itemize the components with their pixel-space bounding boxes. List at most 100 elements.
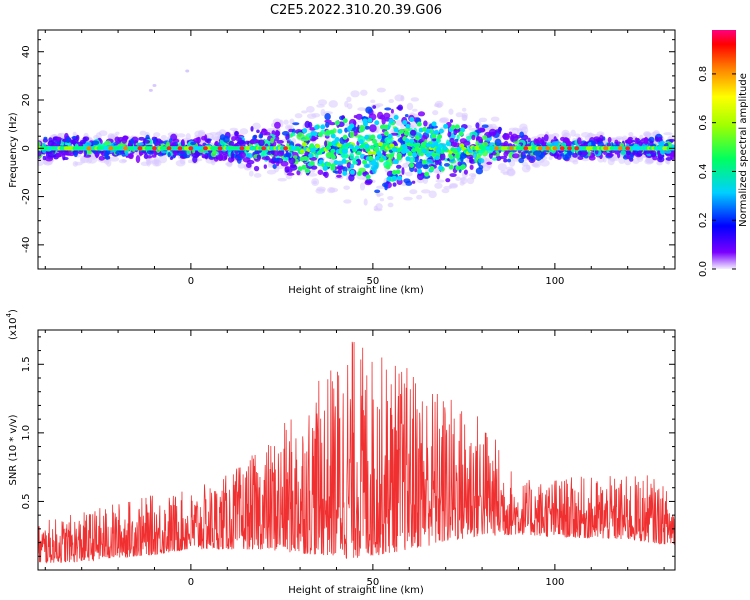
spectrogram-cell	[281, 131, 290, 136]
spectrogram-halo	[306, 105, 315, 113]
spectrogram-blob	[302, 155, 308, 161]
spectrogram-halo	[581, 157, 590, 162]
spectrogram-band	[356, 150, 362, 156]
spectrogram-blob	[349, 169, 355, 175]
spectrogram-blob	[330, 154, 336, 160]
snr-multiplier: (x104)	[5, 309, 19, 340]
spectrogram-blob	[330, 165, 336, 171]
spectrogram-cell	[449, 173, 457, 178]
spectrogram-cell	[527, 137, 531, 143]
spectrogram-hotspot	[523, 146, 529, 151]
spectrogram-halo	[618, 158, 626, 164]
spectrogram-halo	[489, 123, 497, 130]
spectrogram-blob	[304, 168, 310, 174]
spectrogram-blob	[376, 134, 382, 140]
spectrogram-cell	[510, 133, 519, 142]
spectrogram-halo	[346, 96, 352, 103]
spectrogram-hotspot	[625, 146, 631, 151]
spectrogram-cell	[317, 169, 324, 175]
spectrogram-blob	[425, 128, 431, 134]
snr-y-label: SNR (10 * v/v)	[8, 414, 19, 485]
spectrogram-halo	[521, 161, 529, 167]
spectrogram-cell	[274, 121, 281, 129]
spectrogram-cell	[551, 141, 559, 148]
spectrogram-blob	[393, 127, 399, 133]
spectrogram-hotspot	[137, 146, 143, 151]
spectrogram-halo	[448, 108, 454, 115]
spectrogram-cell	[284, 166, 291, 171]
spectrogram-hotspot	[494, 146, 500, 151]
spectrogram-blob	[393, 114, 399, 120]
spectrogram-halo	[118, 159, 127, 164]
spectrogram-cell	[606, 142, 612, 147]
spectrogram-cell	[632, 149, 636, 156]
spectrogram-cell	[417, 111, 426, 117]
snr-multiplier-base: (x10	[8, 317, 19, 340]
spectrogram-cell	[511, 153, 520, 159]
spectrogram-halo	[153, 132, 161, 138]
spectrogram-blob	[358, 127, 364, 133]
spectrogram-halo	[350, 90, 360, 98]
spectrogram-halo	[471, 173, 476, 180]
spectrogram-blob	[310, 130, 316, 136]
spectrogram-cell	[114, 136, 120, 143]
spectrogram-cell	[577, 150, 583, 156]
spectrogram-cell	[459, 138, 468, 144]
spectrogram-cell	[488, 152, 493, 159]
spectrogram-halo	[514, 127, 523, 131]
spectrogram-cell	[285, 152, 292, 158]
spectrogram-blob	[460, 164, 466, 170]
spectrogram-cell	[365, 178, 373, 184]
spectrogram-band	[459, 143, 465, 148]
spectrogram-halo	[610, 157, 620, 162]
spectrogram-hotspot	[188, 146, 194, 151]
spectrogram-halo	[455, 176, 462, 181]
spectrogram-blob	[374, 120, 380, 126]
spectrogram-cell	[172, 150, 178, 155]
spectrogram-cell	[423, 120, 428, 127]
spectrogram-cell	[425, 158, 433, 165]
spectrogram-cell	[276, 139, 284, 144]
spectrogram-blob	[443, 123, 449, 129]
y-tick-label: -40	[21, 237, 32, 253]
spectrogram-blob	[365, 174, 371, 180]
spectrogram-blob	[370, 160, 376, 166]
spectrogram-halo	[363, 198, 368, 206]
y-tick-label: 40	[21, 45, 32, 58]
spectrogram-cell	[396, 106, 403, 110]
spectrogram-blob	[392, 146, 398, 152]
spectrogram-cell	[65, 137, 71, 144]
spectrogram-cell	[353, 114, 357, 119]
spectrogram-blob	[373, 146, 379, 152]
spectrogram-cell	[572, 152, 578, 158]
spectrogram-cell	[530, 156, 534, 162]
snr-x-label: Height of straight line (km)	[288, 585, 424, 596]
chart-title: C2E5.2022.310.20.39.G06	[270, 3, 442, 18]
spectrogram-cell	[533, 138, 538, 146]
spectrogram-cell	[404, 113, 409, 118]
spectrogram-blob	[399, 129, 405, 135]
spectrogram-cell	[43, 136, 48, 140]
spectrogram-cell	[593, 136, 601, 141]
spectrogram-halo	[449, 182, 458, 188]
spectrogram-halo	[320, 108, 326, 117]
spectrogram-cell	[478, 158, 485, 164]
spectrogram-blob	[402, 144, 408, 150]
spectrogram-hotspot	[603, 146, 609, 151]
spectrogram-cell	[349, 163, 355, 169]
spectrogram-halo	[502, 171, 509, 176]
spectrogram-cell	[454, 138, 459, 143]
spectrogram-hotspot	[217, 146, 223, 151]
spectrogram-cell	[374, 189, 381, 194]
spectrogram-hotspot	[203, 146, 208, 151]
spectrogram-halo	[478, 117, 488, 123]
spectrogram-cell	[311, 135, 316, 142]
spectrogram-cell	[324, 140, 328, 147]
spectrogram-cell	[564, 137, 571, 145]
spectrogram-cell	[460, 156, 464, 163]
spectrogram-cell	[256, 154, 262, 160]
spectrogram-cell	[62, 138, 66, 142]
spectrogram-cell	[376, 111, 384, 120]
spectrogram-band	[295, 146, 301, 151]
colorbar-tick-label: 0.2	[698, 212, 709, 228]
